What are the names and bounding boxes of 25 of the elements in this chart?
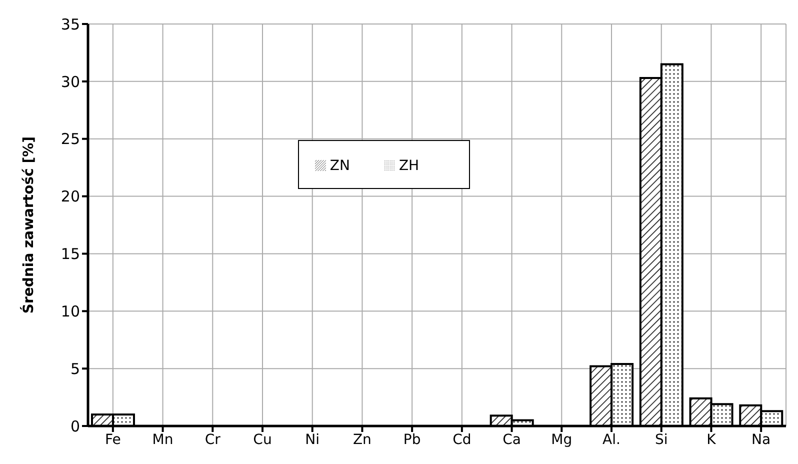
x-tick-label: Cr (204, 432, 221, 448)
y-tick-label: 5 (70, 360, 80, 378)
x-tick-label: Al. (602, 432, 620, 448)
x-tick-label: Zn (352, 432, 372, 448)
y-axis-title: Średnia zawartość [%] (20, 136, 37, 314)
y-tick-label: 0 (70, 417, 80, 436)
x-tick-label: Cu (253, 432, 272, 448)
x-tick-label: Fe (104, 432, 121, 448)
x-tick-label: Cd (452, 432, 472, 448)
y-tick-label: 35 (60, 15, 80, 34)
y-tick-label: 10 (60, 302, 80, 320)
x-tick-label: K (706, 432, 717, 448)
legend-label: ZH (398, 158, 420, 174)
x-tick-label: Ni (305, 432, 320, 448)
x-tick-label: Si (654, 432, 668, 448)
y-tick-label: 15 (60, 245, 80, 264)
x-tick-label: Na (752, 432, 771, 448)
y-tick-label: 20 (60, 188, 80, 206)
y-tick-label: 25 (60, 130, 80, 148)
y-tick-label: 30 (60, 72, 80, 91)
x-tick-label: Mn (152, 432, 174, 448)
x-tick-label: Ca (502, 432, 521, 448)
x-tick-label: Mg (551, 432, 572, 448)
legend-label: ZN (330, 158, 350, 174)
x-tick-label: Pb (403, 432, 421, 448)
